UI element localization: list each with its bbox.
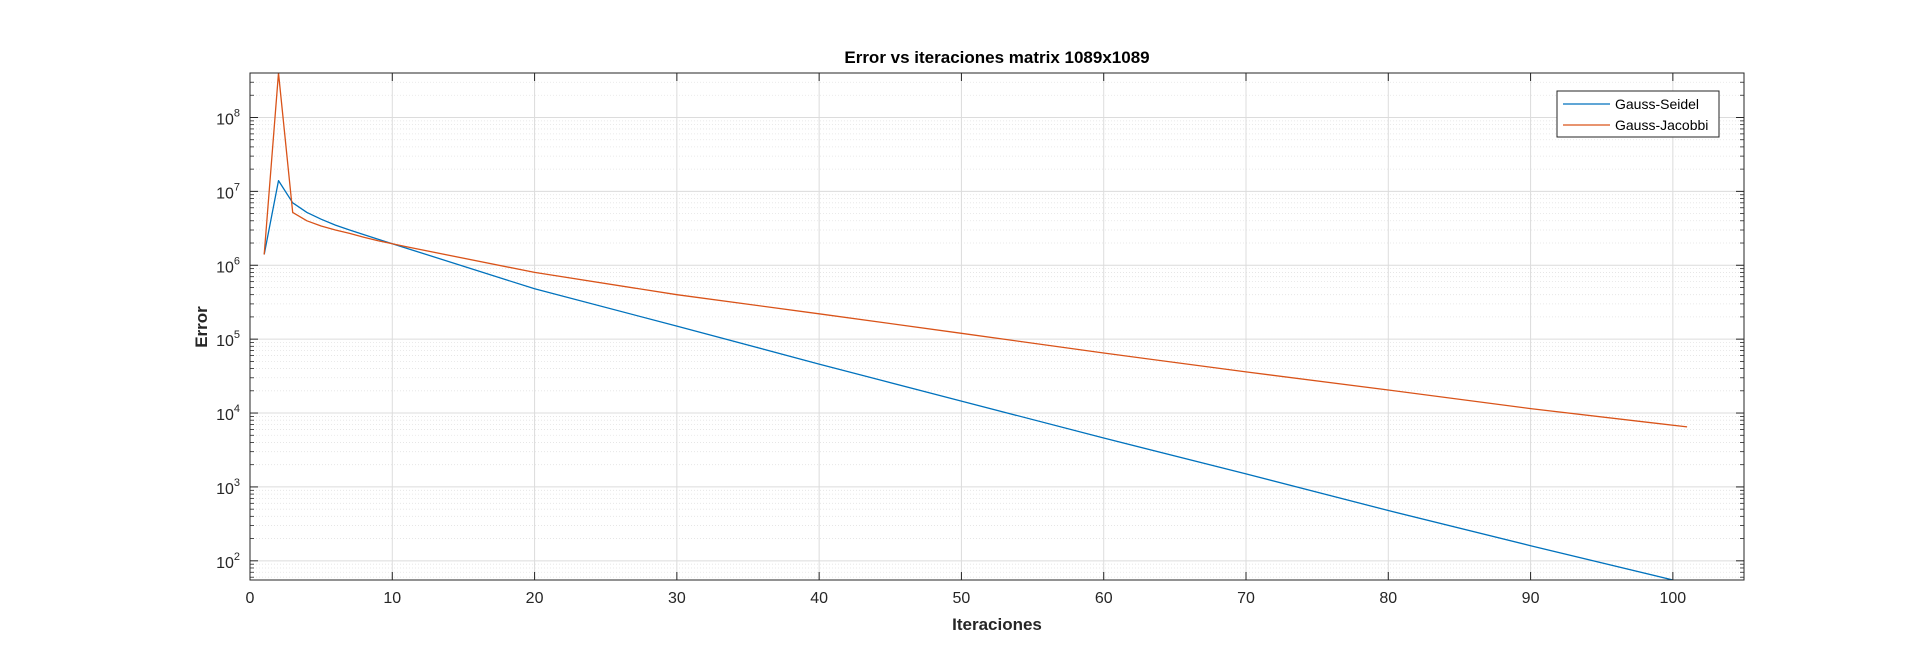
x-tick-label: 30 bbox=[668, 590, 686, 607]
x-tick-label: 100 bbox=[1660, 590, 1687, 607]
y-tick-labels: 102 103 104 105 106 107 108 bbox=[216, 107, 240, 571]
x-tick-label: 40 bbox=[810, 590, 828, 607]
x-tick-label: 20 bbox=[526, 590, 544, 607]
x-tick-label: 0 bbox=[246, 590, 255, 607]
series-line-gauss-seidel bbox=[263, 179, 1676, 580]
legend-box bbox=[1556, 90, 1720, 138]
legend-label-gauss-seidel: Gauss-Seidel bbox=[1615, 96, 1699, 112]
x-tick-labels: 0 10 20 30 40 50 60 70 80 90 100 bbox=[246, 590, 1687, 607]
x-tick-label: 70 bbox=[1237, 590, 1255, 607]
x-tick-label: 60 bbox=[1095, 590, 1113, 607]
x-axis-label: Iteraciones bbox=[952, 615, 1042, 634]
axis-ticks bbox=[249, 73, 1744, 580]
series-line-gauss-jacobbi bbox=[263, 73, 1688, 428]
chart-title: Error vs iteraciones matrix 1089x1089 bbox=[844, 48, 1149, 67]
axes-box bbox=[249, 72, 1745, 581]
y-tick-label: 106 bbox=[216, 255, 240, 276]
x-tick-label: 90 bbox=[1522, 590, 1540, 607]
y-tick-label: 107 bbox=[216, 181, 240, 202]
y-tick-label: 102 bbox=[216, 551, 240, 572]
y-tick-label: 104 bbox=[216, 403, 240, 424]
minor-grid bbox=[250, 81, 1744, 578]
y-axis-label: Error bbox=[192, 306, 211, 348]
y-tick-label: 108 bbox=[216, 107, 240, 128]
legend: Gauss-Seidel Gauss-Jacobbi bbox=[1556, 90, 1720, 138]
y-tick-label: 105 bbox=[216, 329, 240, 350]
plot-area bbox=[250, 73, 1744, 580]
y-tick-label: 103 bbox=[216, 477, 240, 498]
legend-label-gauss-jacobbi: Gauss-Jacobbi bbox=[1615, 117, 1708, 133]
x-tick-label: 80 bbox=[1379, 590, 1397, 607]
series-layer bbox=[263, 73, 1688, 580]
axes-frame bbox=[249, 72, 1745, 581]
x-tick-label: 50 bbox=[953, 590, 971, 607]
x-tick-label: 10 bbox=[383, 590, 401, 607]
plot-background bbox=[250, 73, 1744, 580]
